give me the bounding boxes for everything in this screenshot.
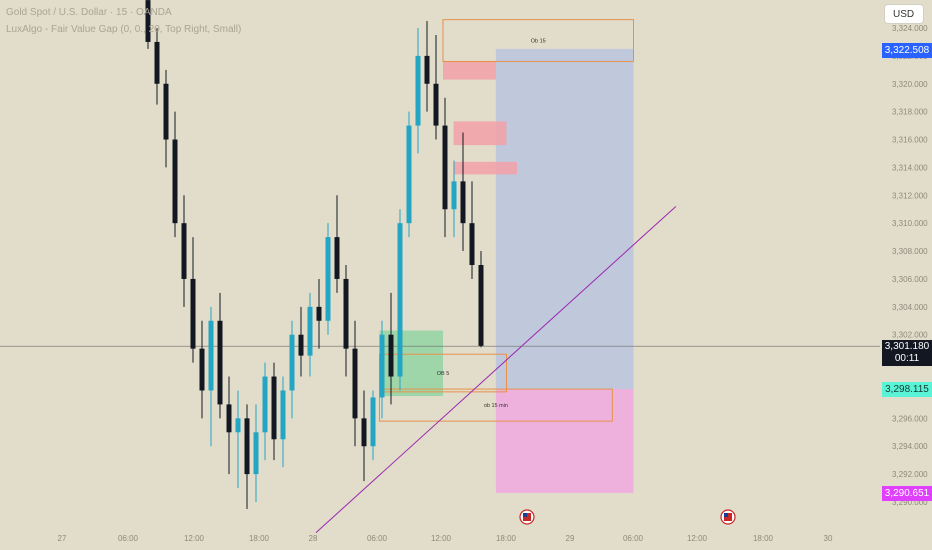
y-axis-tick: 3,312.000 <box>892 191 928 200</box>
price-tag-stop: 3,290.651 <box>882 486 932 501</box>
chart-title: Gold Spot / U.S. Dollar · 15 · OANDA <box>6 7 172 18</box>
zone-label: OB 5 <box>437 371 450 377</box>
x-axis-tick: 06:00 <box>367 534 388 543</box>
us-event-flag-icon[interactable] <box>720 509 736 525</box>
candle-bull[interactable] <box>253 432 259 475</box>
x-axis-tick: 27 <box>58 534 67 543</box>
candle-bear[interactable] <box>199 348 205 391</box>
zone-label: ob 15 min <box>484 403 508 409</box>
trendline[interactable] <box>315 206 677 534</box>
candle-bull[interactable] <box>397 223 403 377</box>
candle-bull[interactable] <box>451 181 457 210</box>
y-axis-tick: 3,314.000 <box>892 163 928 172</box>
x-axis-tick: 18:00 <box>496 534 517 543</box>
indicator-label[interactable]: LuxAlgo - Fair Value Gap (0, 0., 20, Top… <box>6 24 242 35</box>
candle-bear[interactable] <box>154 41 160 84</box>
candle-bear[interactable] <box>352 348 358 419</box>
x-axis-tick: 18:00 <box>753 534 774 543</box>
price-tag-target: 3,298.115 <box>882 382 932 397</box>
candle-bear[interactable] <box>361 418 367 447</box>
y-axis-tick: 3,316.000 <box>892 136 928 145</box>
current-price-value: 3,301.180 <box>884 341 930 352</box>
zone-labels-layer: Ob 15 OB 5 ob 15 min <box>437 39 546 410</box>
candle-bear[interactable] <box>424 55 430 84</box>
zones-layer <box>379 19 634 493</box>
candle-bear[interactable] <box>469 223 475 265</box>
zone-fvg-bear[interactable] <box>453 161 518 175</box>
x-axis-tick: 06:00 <box>623 534 644 543</box>
flag-canton <box>523 513 527 517</box>
y-axis-tick: 3,304.000 <box>892 303 928 312</box>
y-axis-tick: 3,318.000 <box>892 108 928 117</box>
x-axis[interactable]: 27 06:00 12:00 18:00 28 06:00 12:00 18:00 29 06:0… <box>58 534 833 543</box>
x-axis-tick: 18:00 <box>249 534 270 543</box>
candle-bull[interactable] <box>406 125 412 224</box>
candle-bear[interactable] <box>145 0 151 42</box>
candle-bull[interactable] <box>307 306 313 356</box>
events-layer[interactable] <box>519 509 736 525</box>
zone-fvg-bear[interactable] <box>443 61 496 80</box>
candle-bear[interactable] <box>433 83 439 126</box>
x-axis-tick: 12:00 <box>687 534 708 543</box>
candle-bull[interactable] <box>289 334 295 391</box>
y-axis-tick: 3,302.000 <box>892 331 928 340</box>
price-tag-top: 3,322.508 <box>882 43 932 58</box>
zone-fvg-bear[interactable] <box>453 121 507 146</box>
candles-layer[interactable] <box>145 0 484 509</box>
candle-bear[interactable] <box>163 83 169 140</box>
y-axis-tick: 3,294.000 <box>892 442 928 451</box>
candle-bear[interactable] <box>388 334 394 377</box>
candle-bear[interactable] <box>190 278 196 349</box>
candle-bear[interactable] <box>244 418 250 475</box>
flag-canton <box>724 513 728 517</box>
x-axis-tick: 29 <box>566 534 575 543</box>
zone-label: Ob 15 <box>531 39 546 45</box>
candle-bear[interactable] <box>316 306 322 321</box>
candle-bear[interactable] <box>478 265 484 346</box>
y-axis-tick: 3,296.000 <box>892 414 928 423</box>
price-tag-current: 3,301.180 00:11 <box>882 340 932 366</box>
candle-bear[interactable] <box>460 181 466 224</box>
candle-bear[interactable] <box>181 223 187 279</box>
x-axis-tick: 06:00 <box>118 534 139 543</box>
candle-bull[interactable] <box>262 376 268 433</box>
x-axis-tick: 30 <box>824 534 833 543</box>
x-axis-tick: 12:00 <box>431 534 452 543</box>
candle-bear[interactable] <box>172 139 178 224</box>
y-axis-tick: 3,308.000 <box>892 247 928 256</box>
candle-bull[interactable] <box>325 237 331 321</box>
candle-bear[interactable] <box>334 237 340 279</box>
currency-button[interactable]: USD <box>884 4 924 24</box>
y-axis-tick: 3,290.000 <box>892 498 928 507</box>
candle-bull[interactable] <box>235 418 241 433</box>
y-axis-tick: 3,306.000 <box>892 275 928 284</box>
candle-bull[interactable] <box>379 334 385 398</box>
zone-profit[interactable] <box>495 48 634 390</box>
candle-bull[interactable] <box>208 320 214 391</box>
candle-bull[interactable] <box>370 397 376 447</box>
bar-countdown: 00:11 <box>894 353 920 364</box>
candle-bear[interactable] <box>442 125 448 210</box>
candle-bear[interactable] <box>226 404 232 433</box>
y-axis-tick: 3,292.000 <box>892 470 928 479</box>
candle-bear[interactable] <box>298 334 304 356</box>
zone-order-block[interactable] <box>442 19 634 62</box>
candle-bear[interactable] <box>217 320 223 405</box>
candle-bear[interactable] <box>343 278 349 349</box>
zone-loss[interactable] <box>495 389 634 493</box>
candle-bull[interactable] <box>280 390 286 440</box>
candle-bear[interactable] <box>271 376 277 440</box>
y-axis-tick: 3,320.000 <box>892 80 928 89</box>
y-axis-tick: 3,310.000 <box>892 219 928 228</box>
x-axis-tick: 12:00 <box>184 534 205 543</box>
x-axis-tick: 28 <box>309 534 318 543</box>
us-event-flag-icon[interactable] <box>519 509 535 525</box>
y-axis-tick: 3,324.000 <box>892 24 928 33</box>
zone-order-block[interactable] <box>379 388 613 422</box>
candle-bull[interactable] <box>415 55 421 126</box>
